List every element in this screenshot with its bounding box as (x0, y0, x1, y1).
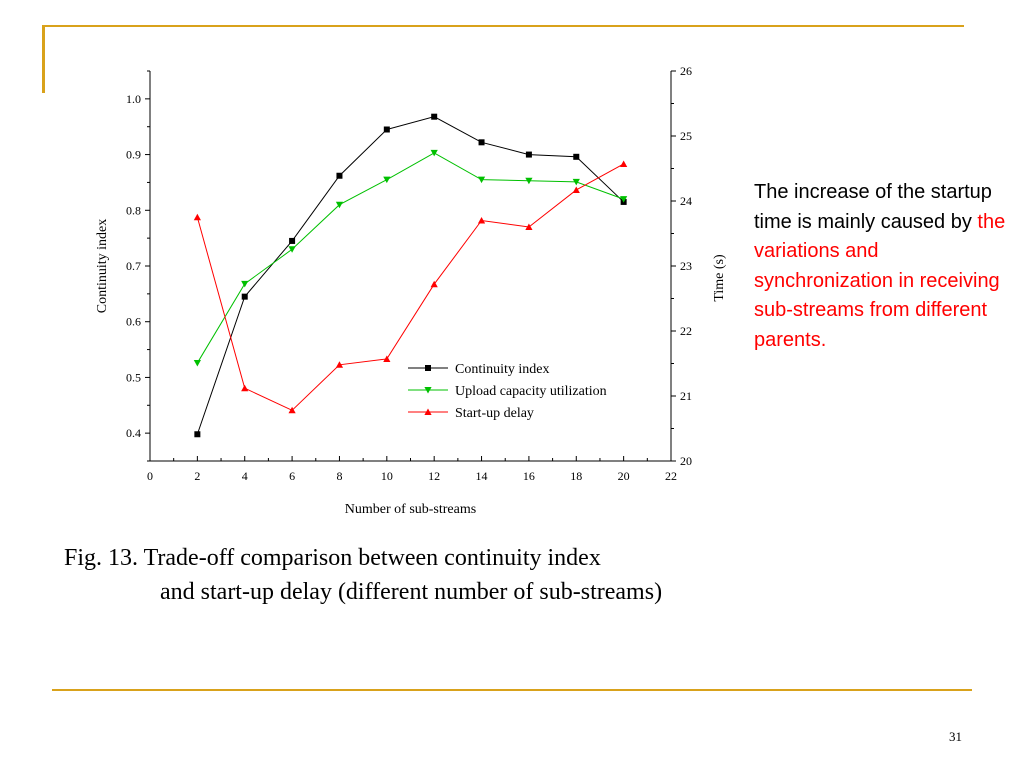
legend-marker-1 (425, 365, 431, 371)
series-2-point (572, 178, 580, 186)
series-3-point (572, 186, 580, 193)
right-y-tick-label: 26 (680, 64, 692, 78)
x-tick-label: 16 (523, 469, 535, 483)
x-axis-label: Number of sub-streams (345, 502, 476, 517)
x-tick-label: 22 (665, 469, 677, 483)
x-tick-label: 12 (428, 469, 440, 483)
x-tick-label: 4 (242, 469, 248, 483)
top-accent-line (42, 25, 964, 27)
series-2-point (383, 176, 391, 184)
right-y-tick-label: 23 (680, 259, 692, 273)
series-3-point (383, 355, 391, 362)
bottom-accent-line (52, 689, 972, 691)
series-2-point (335, 201, 344, 209)
series-2-point (288, 246, 296, 253)
x-tick-label: 14 (476, 469, 488, 483)
series-line-2 (196, 152, 624, 364)
right-y-tick-label: 20 (680, 454, 692, 468)
series-1-point (383, 126, 390, 133)
series-3-point (335, 361, 344, 368)
body-text-highlight: the variations and synchronization in re… (754, 210, 1006, 351)
x-tick-label: 18 (570, 469, 582, 483)
slide-body-text: The increase of the startup time is main… (754, 178, 1016, 355)
series-1-point (336, 172, 343, 179)
series-1-point (431, 113, 438, 120)
series-2-point (430, 149, 438, 157)
right-y-tick-label: 25 (680, 129, 692, 143)
legend-marker-2 (424, 387, 432, 394)
series-2-point (620, 196, 628, 203)
series-3-point (193, 213, 201, 221)
right-y-axis-label: Time (s) (712, 254, 727, 302)
x-tick-label: 2 (194, 469, 200, 483)
trade-off-chart: 0 2 4 6 8 10 12 14 16 18 20 220.40.50.60.70.80.91.0… (95, 64, 727, 517)
left-y-tick-label: 0.8 (126, 203, 141, 217)
series-2-point (525, 177, 533, 185)
left-y-tick-label: 0.9 (126, 148, 141, 162)
legend-marker-3 (424, 408, 432, 415)
legend-label-1: Continuity index (455, 362, 550, 377)
right-y-tick-label: 21 (680, 389, 692, 403)
series-1-point (289, 237, 296, 244)
legend-label-3: Start-up delay (455, 406, 534, 421)
body-text-plain: The increase of the startup time is main… (754, 181, 992, 233)
legend-label-2: Upload capacity utilization (455, 384, 607, 399)
caption-line-1: Fig. 13. Trade-off comparison between co… (64, 545, 601, 571)
series-1-point (478, 139, 485, 146)
left-y-tick-label: 0.6 (126, 315, 141, 329)
series-line-1 (196, 116, 624, 435)
caption-line-2: and start-up delay (different number of … (160, 579, 663, 605)
series-3-point (430, 280, 438, 288)
series-3-point (525, 223, 533, 230)
series-2-point (241, 280, 249, 288)
series-2-point (477, 176, 486, 184)
x-tick-label: 20 (618, 469, 630, 483)
series-3-point (620, 160, 628, 167)
left-y-tick-label: 0.7 (126, 259, 141, 273)
left-y-tick-label: 0.4 (126, 426, 141, 440)
series-1-point (194, 431, 201, 438)
series-3-point (288, 406, 296, 414)
series-3-point (241, 384, 249, 392)
right-y-tick-label: 24 (680, 194, 692, 208)
series-1-point (525, 151, 532, 158)
series-line-3 (196, 163, 624, 411)
left-accent-bar (42, 25, 45, 93)
figure-caption: Fig. 13. Trade-off comparison between co… (64, 541, 662, 609)
series-1-point (573, 153, 580, 160)
series-1-point (241, 293, 248, 300)
left-y-tick-label: 1.0 (126, 92, 141, 106)
series-2-point (193, 359, 201, 367)
x-tick-label: 0 (147, 469, 153, 483)
series-3-point (477, 217, 486, 224)
x-tick-label: 10 (381, 469, 393, 483)
page-number: 31 (949, 729, 962, 744)
x-tick-label: 8 (336, 469, 342, 483)
x-tick-label: 6 (289, 469, 295, 483)
left-y-axis-label: Continuity index (95, 219, 110, 314)
left-y-tick-label: 0.5 (126, 370, 141, 384)
right-y-tick-label: 22 (680, 324, 692, 338)
